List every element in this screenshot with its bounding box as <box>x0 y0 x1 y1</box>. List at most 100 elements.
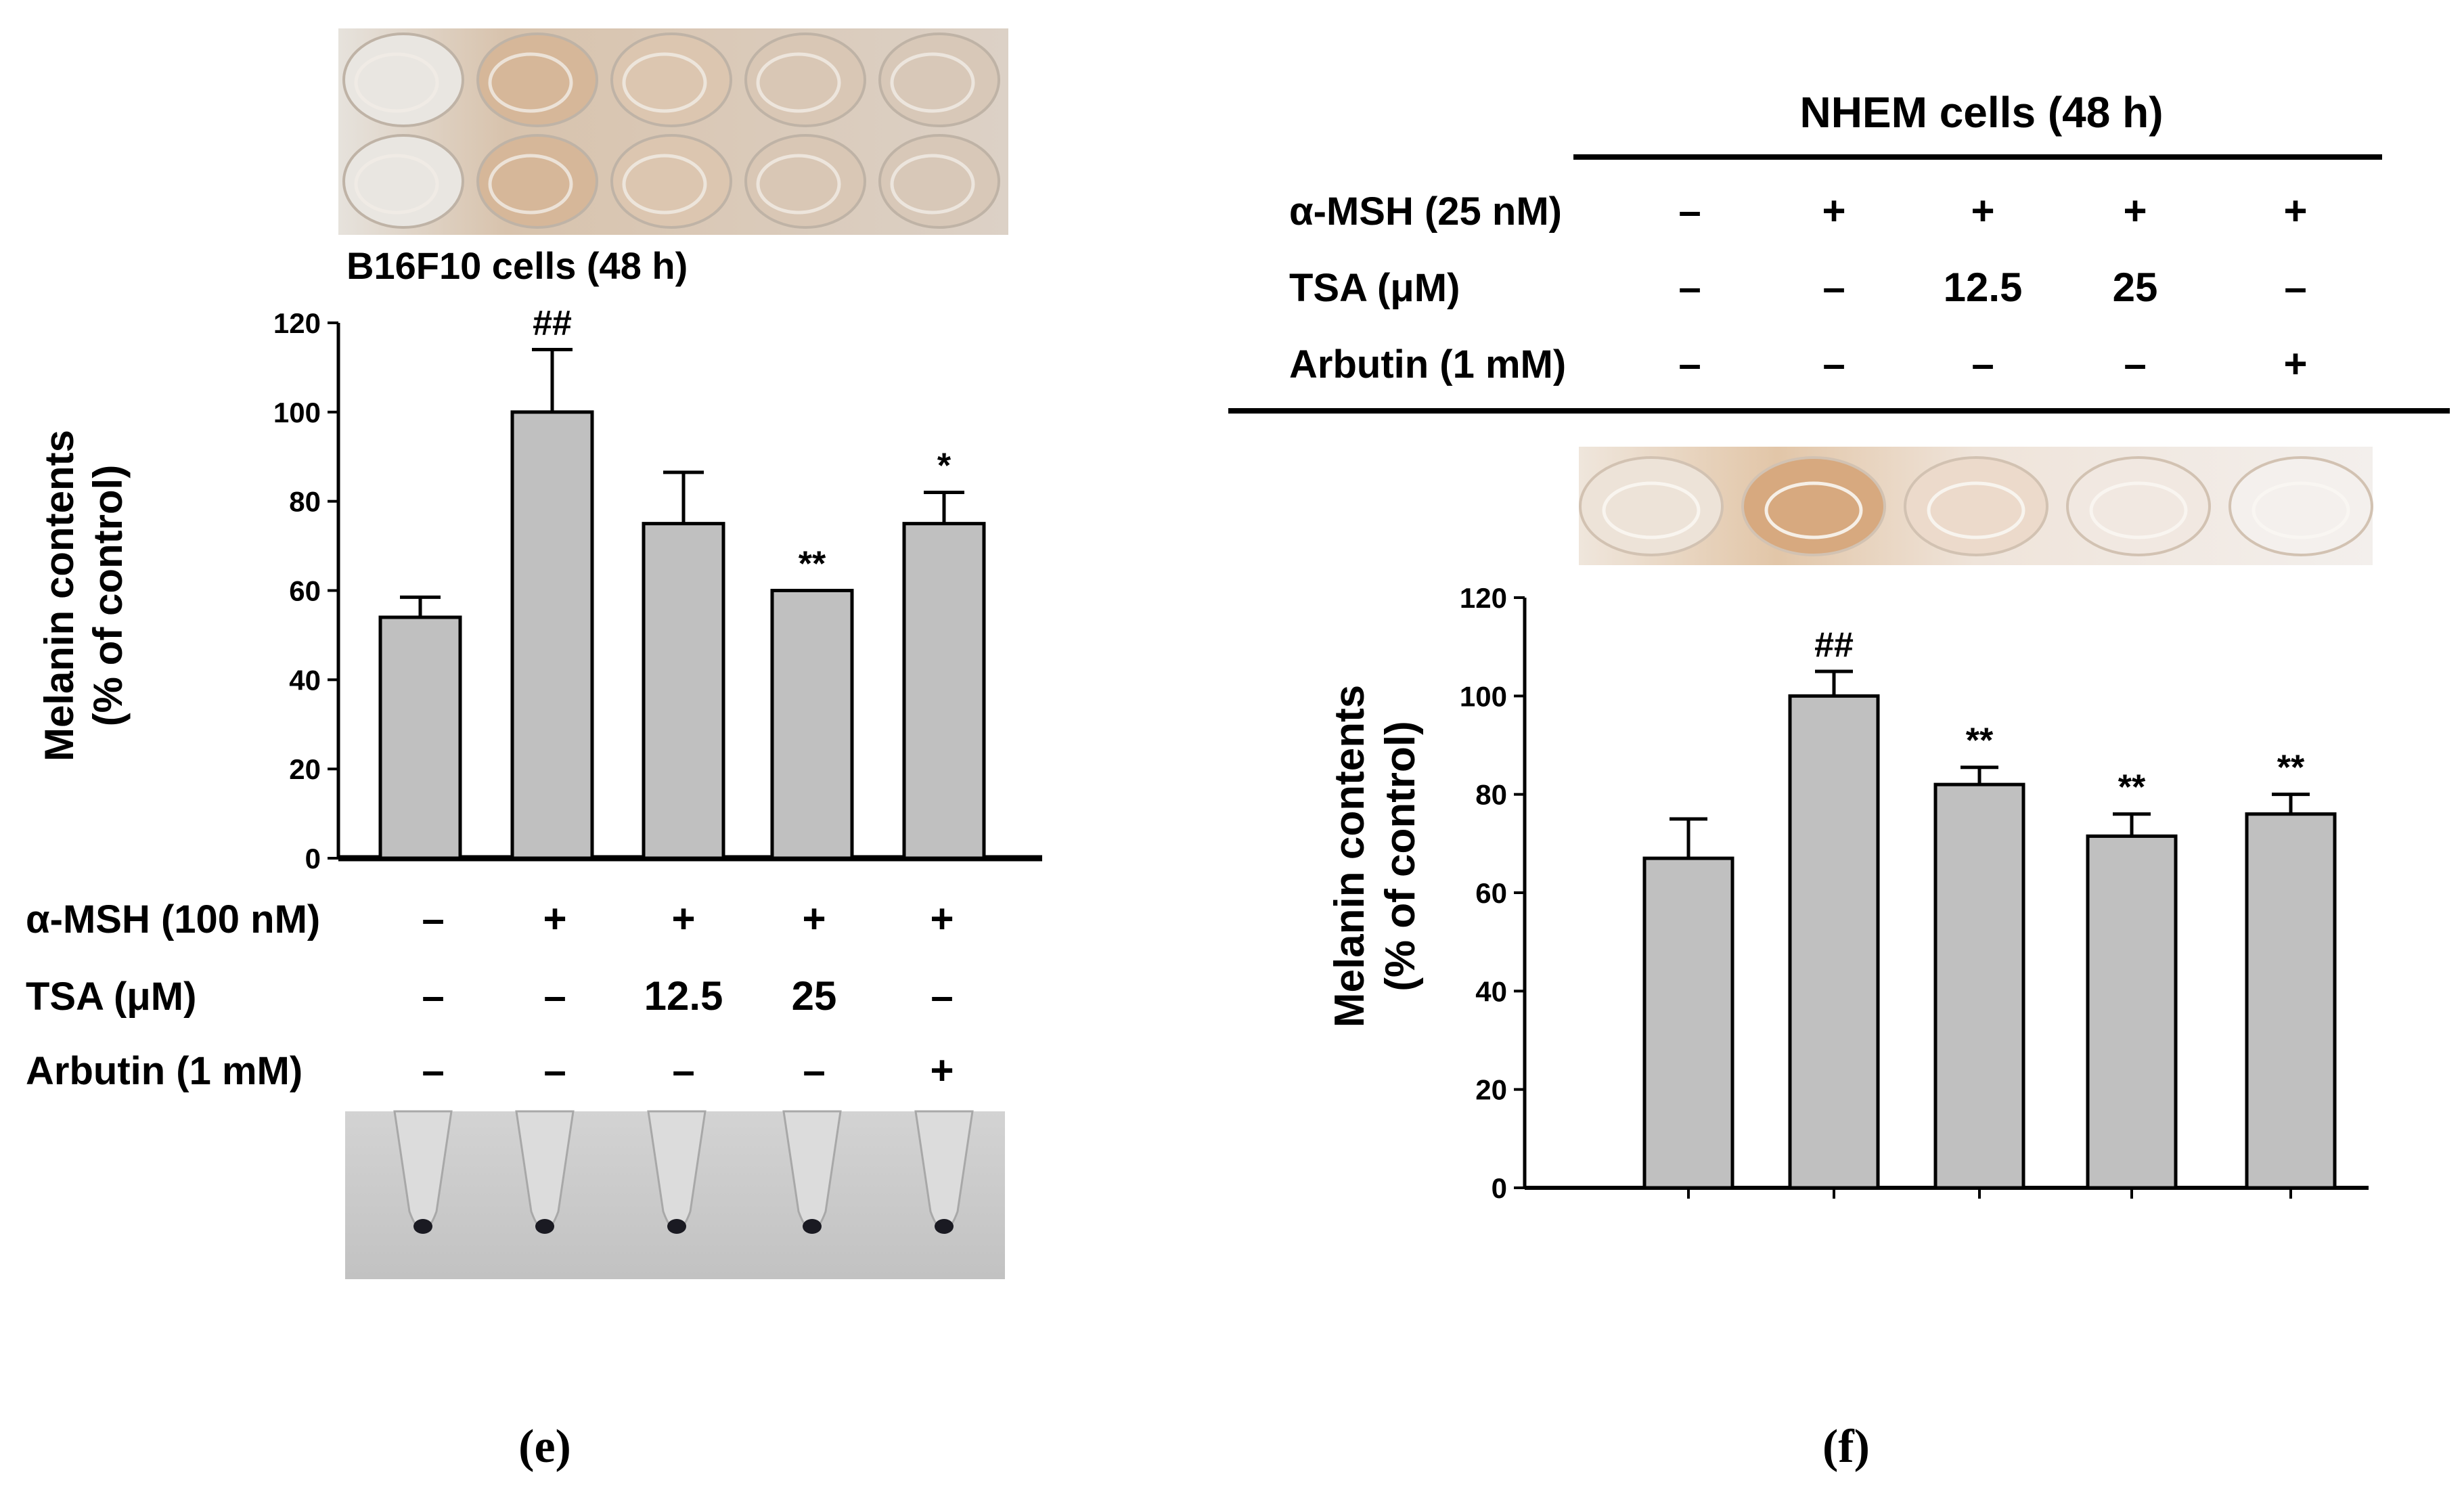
well-photo-element <box>1741 456 1886 556</box>
panel_e-treatment-value: + <box>543 896 566 941</box>
panel-e-ylabel-line1: Melanin contents <box>37 430 82 761</box>
panel_e-treatment-value: 12.5 <box>644 973 723 1019</box>
well-photo-element <box>610 32 732 127</box>
panel_e-treatment-value: – <box>672 1048 694 1093</box>
panel-f-treatment-label-arbutin: Arbutin (1 mM) <box>1289 342 1566 386</box>
well-photo-element <box>622 52 707 113</box>
panel_e-ytick-label: 0 <box>305 843 321 874</box>
well-photo-element <box>488 154 573 215</box>
well-photo-element <box>354 154 439 215</box>
panel_f-bar <box>1933 782 2025 1190</box>
panel_e-bar <box>642 522 725 860</box>
panel-e-treatment-values: – + + + + – – 12.5 25 – – – – – + <box>422 896 954 1093</box>
tube-photo-element <box>803 1219 822 1234</box>
panel_e-treatment-value: – <box>803 1048 825 1093</box>
panel-f-bar-chart: 0 20 40 60 80 100 120 ## ** ** ** <box>1460 582 2369 1204</box>
panel_e-ytick-label: 120 <box>273 307 321 339</box>
panel_f-treatment-value: 12.5 <box>1944 265 2023 310</box>
panel-e-treatment-table: α-MSH (100 nM) TSA (μM) Arbutin (1 mM) –… <box>26 896 954 1093</box>
panel-f-treatment-values: – + + + + – – 12.5 25 – – – – – + <box>1678 188 2307 386</box>
panel-e-treatment-label-arbutin: Arbutin (1 mM) <box>26 1049 303 1093</box>
panel_f-treatment-value: + <box>2283 341 2307 386</box>
well-photo-element <box>610 134 732 229</box>
panel_f-significance-label: ** <box>2277 749 2305 788</box>
well-photo-element <box>1602 481 1701 539</box>
panel_e-treatment-value: – <box>543 1048 566 1093</box>
panel-f-letter: (f) <box>1822 1421 1870 1473</box>
panel-f-treatment-label-tsa: TSA (μM) <box>1289 266 1460 310</box>
well-photo-element <box>878 134 1000 229</box>
well-photo-element <box>890 52 975 113</box>
panel-f-ylabel-line2: (% of control) <box>1377 721 1424 992</box>
tube-photo-element <box>535 1219 554 1234</box>
panel_f-treatment-value: + <box>1822 188 1845 234</box>
panel_f-ytick-label: 120 <box>1460 582 1507 614</box>
panel_f-bar <box>1642 856 1734 1190</box>
well-photo-element <box>2089 481 2188 539</box>
panel_f-ytick-label: 40 <box>1475 975 1507 1007</box>
panel_e-ytick-label: 80 <box>289 486 321 518</box>
well-photo-element <box>1764 481 1863 539</box>
panel_e-treatment-value: – <box>543 973 566 1019</box>
panel_e-ytick-label: 60 <box>289 575 321 607</box>
well-photo-element <box>1927 481 2025 539</box>
panel-f-well-strip-photo <box>1579 447 2373 565</box>
panel_f-treatment-value: + <box>1971 188 1994 234</box>
well-photo-element <box>2066 456 2211 556</box>
panel_e-treatment-value: – <box>422 973 444 1019</box>
well-photo-element <box>342 32 464 127</box>
panel_f-treatment-value: – <box>1678 341 1701 386</box>
well-photo-element <box>890 154 975 215</box>
well-photo-element <box>744 134 866 229</box>
panel_f-treatment-value: + <box>2283 188 2307 234</box>
tube-photo-element <box>667 1219 686 1234</box>
panel-e-treatment-label-tsa: TSA (μM) <box>26 975 196 1019</box>
panel-f-header: NHEM cells (48 h) <box>1799 88 2163 137</box>
panel-e-treatment-label-msh: α-MSH (100 nM) <box>26 897 320 941</box>
well-photo-element <box>878 32 1000 127</box>
panel-e-letter: (e) <box>518 1421 571 1473</box>
panel_e-bar <box>378 615 462 860</box>
well-photo-element <box>476 32 598 127</box>
panel_f-bar <box>1788 694 1880 1190</box>
well-photo-element <box>1904 456 2048 556</box>
well-photo-element <box>756 154 841 215</box>
panel_e-treatment-value: – <box>422 1048 444 1093</box>
panel-f-treatment-label-msh: α-MSH (25 nM) <box>1289 190 1562 234</box>
panel-f: NHEM cells (48 h) α-MSH (25 nM) TSA (μM)… <box>1228 88 2450 1473</box>
well-photo-element <box>354 52 439 113</box>
panel_f-bar <box>2245 812 2337 1190</box>
panel_f-ytick-label: 100 <box>1460 680 1507 712</box>
panel_e-significance-label: * <box>937 446 951 485</box>
panel-e-tubes <box>393 1110 974 1234</box>
tube-photo-element <box>935 1219 954 1234</box>
well-photo-element <box>1579 456 1724 556</box>
panel_f-ytick-label: 0 <box>1492 1172 1507 1204</box>
panel-f-wells <box>1579 456 2373 556</box>
panel-e-chart-title: B16F10 cells (48 h) <box>346 244 688 287</box>
panel_f-treatment-value: – <box>1678 188 1701 234</box>
panel_e-treatment-value: + <box>802 896 826 941</box>
panel-f-ylabel-line1: Melanin contents <box>1326 685 1373 1027</box>
panel_e-bar <box>510 410 594 860</box>
panel-e-tube-photo <box>345 1110 1005 1279</box>
panel_f-bar <box>2086 834 2178 1190</box>
panel_e-bar <box>770 589 854 860</box>
panel_e-bar <box>902 522 986 860</box>
panel_f-ytick-label: 20 <box>1475 1074 1507 1106</box>
well-photo-element <box>2228 456 2373 556</box>
panel-f-treatment-table: α-MSH (25 nM) TSA (μM) Arbutin (1 mM) – +… <box>1289 188 2308 386</box>
panel_e-treatment-value: + <box>930 1048 954 1093</box>
panel_e-treatment-value: + <box>930 896 954 941</box>
panel_e-treatment-value: + <box>671 896 695 941</box>
panel_f-significance-label: ## <box>1814 625 1854 665</box>
panel_f-treatment-value: – <box>2124 341 2146 386</box>
panel_f-treatment-value: – <box>2284 265 2306 310</box>
panel_f-treatment-value: – <box>1678 265 1701 310</box>
well-photo-element <box>488 52 573 113</box>
panel_f-ytick-label: 60 <box>1475 877 1507 909</box>
